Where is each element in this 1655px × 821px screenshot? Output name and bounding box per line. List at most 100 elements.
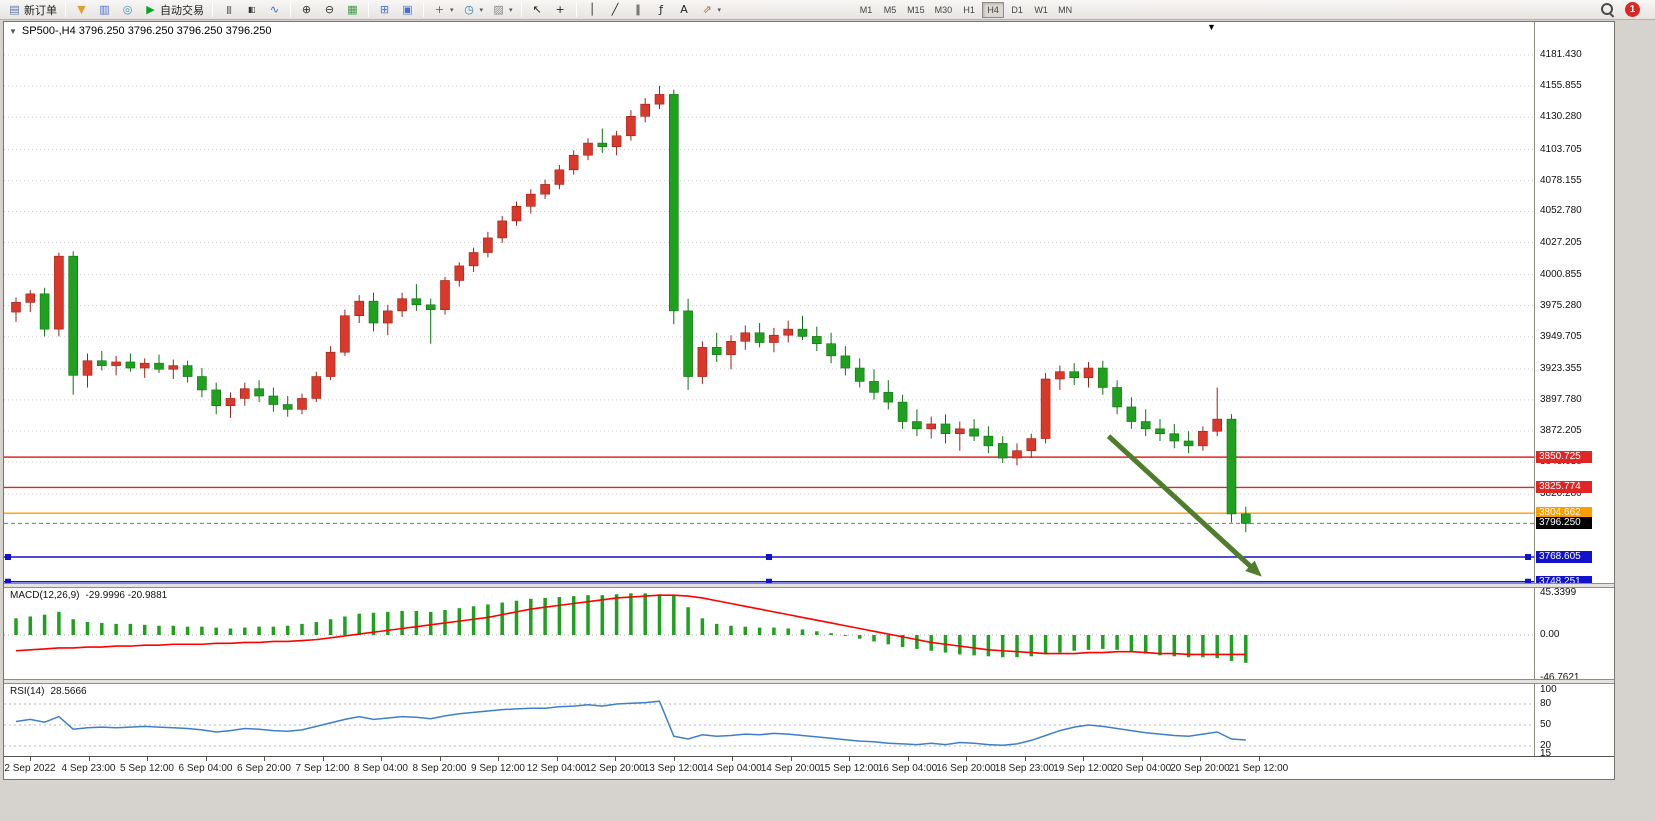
time-tick [1024, 757, 1026, 761]
pane-splitter-rsi[interactable] [4, 679, 1614, 684]
bar-chart-button[interactable]: ||| [217, 1, 240, 19]
timeframe-m15-button[interactable]: M15 [907, 4, 925, 15]
toolbar-separator [65, 2, 66, 17]
macd-signal-line [15, 594, 1246, 656]
candle [454, 265, 465, 281]
crosshair-button[interactable]: + [549, 1, 572, 19]
time-axis-label: 2 Sep 2022 [4, 763, 56, 774]
line-chart-button[interactable]: ∿ [263, 1, 286, 19]
time-tick [790, 757, 792, 761]
time-axis-label: 8 Sep 04:00 [354, 763, 408, 774]
dropdown-caret-icon[interactable]: ▾ [717, 6, 722, 14]
timeframe-d1-button[interactable]: D1 [1011, 4, 1023, 15]
timeframe-m5-button[interactable]: M5 [883, 4, 897, 15]
candle [311, 376, 322, 399]
indicators-button[interactable]: + ▾ [428, 1, 458, 19]
candle [1055, 371, 1065, 380]
macd-pane[interactable] [4, 588, 1534, 679]
candle [225, 398, 236, 407]
zoom-out-icon: ⊖ [324, 3, 335, 16]
search-icon[interactable] [1600, 2, 1615, 17]
fibonacci-icon: ƒ [659, 3, 663, 16]
notification-badge[interactable]: 1 [1625, 2, 1640, 17]
price-axis-label: 3820.280 [1540, 488, 1582, 500]
cursor-button[interactable]: ↖ [526, 1, 549, 19]
arrange-windows-button[interactable]: ▣ [396, 1, 419, 19]
time-axis-label: 13 Sep 12:00 [643, 763, 704, 774]
timeframe-mn-button[interactable]: MN [1058, 4, 1073, 15]
chart-shift-marker-icon[interactable]: ▼ [1207, 22, 1216, 32]
candle [139, 362, 150, 369]
dropdown-caret-icon[interactable]: ▾ [509, 6, 513, 14]
one-click-collapse-icon[interactable]: ▼ [9, 26, 17, 36]
candle-chart-button[interactable]: ▮▯ [240, 1, 263, 19]
price-chart-pane[interactable] [4, 22, 1534, 583]
candle [240, 388, 250, 399]
line-handle[interactable] [5, 553, 11, 560]
trendline-button[interactable]: ╱ [604, 1, 627, 19]
timeframe-w1-button[interactable]: W1 [1034, 4, 1048, 15]
shapes-button[interactable]: ⇗ ▾ [696, 1, 726, 19]
time-axis-label: 20 Sep 20:00 [1170, 763, 1230, 774]
trendline-icon: ╱ [611, 3, 619, 16]
toolbar-right: 1 [1600, 2, 1640, 17]
templates-button[interactable]: ▨ ▾ [487, 1, 517, 19]
pane-splitter-macd[interactable] [4, 583, 1614, 588]
dropdown-caret-icon[interactable]: ▾ [450, 6, 454, 14]
fibonacci-button[interactable]: ƒ [650, 1, 673, 19]
new-order-button[interactable]: ▤ 新订单 [3, 1, 61, 19]
toolbar-separator [423, 2, 424, 17]
candle [897, 401, 908, 422]
candle [525, 193, 536, 207]
candle [382, 310, 393, 324]
current-price-chip: 3796.250 [1536, 517, 1592, 530]
candle [883, 392, 894, 403]
periods-button[interactable]: ◷ ▾ [458, 1, 488, 19]
grid-button[interactable]: ▦ [341, 1, 364, 19]
line-handle[interactable] [5, 578, 11, 583]
line-handle[interactable] [1525, 578, 1531, 583]
time-tick [498, 757, 499, 761]
time-axis[interactable]: 2 Sep 2022 4 Sep 23:00 5 Sep 12:00 6 Sep 04… [4, 756, 1614, 779]
line-handle[interactable] [1525, 553, 1531, 560]
data-window-button[interactable]: ◎ [116, 1, 139, 19]
timeframe-m30-button[interactable]: M30 [934, 4, 953, 15]
time-tick [1141, 757, 1143, 761]
macd-axis-label: 0.00 [1540, 629, 1560, 640]
zoom-in-button[interactable]: ⊕ [295, 1, 318, 19]
candle [626, 116, 636, 137]
trend-arrow[interactable] [1106, 434, 1257, 572]
arrange-windows-icon: ▣ [402, 3, 413, 16]
candle [769, 334, 779, 343]
chart-profiles-button[interactable]: ▼ [70, 1, 93, 19]
text-button[interactable]: A [673, 1, 696, 19]
price-axis[interactable]: 4181.430 4155.855 4130.280 4103.705 4078.155… [1534, 22, 1614, 779]
price-axis-label: 4155.855 [1540, 80, 1582, 92]
timeframe-h4-button[interactable]: H4 [982, 1, 1005, 18]
market-watch-button[interactable]: ▥ [93, 1, 116, 19]
crosshair-icon: + [555, 3, 565, 16]
candle [182, 365, 193, 377]
zoom-out-button[interactable]: ⊖ [318, 1, 341, 19]
dropdown-caret-icon[interactable]: ▾ [479, 6, 484, 14]
line-handle[interactable] [766, 553, 772, 560]
candle [811, 336, 822, 345]
vertical-line-button[interactable]: │ [581, 1, 604, 19]
auto-trading-button[interactable]: ▶ 自动交易 [139, 1, 208, 19]
candle [354, 300, 365, 317]
candle [97, 360, 107, 366]
timeframe-m1-button[interactable]: M1 [859, 4, 873, 15]
candle [783, 328, 794, 336]
timeframe-h1-button[interactable]: H1 [963, 4, 975, 15]
rsi-pane[interactable] [4, 684, 1534, 756]
price-axis-label: 4000.855 [1540, 268, 1582, 280]
candle [497, 220, 508, 239]
channel-button[interactable]: ∥ [627, 1, 650, 19]
trend-arrow-head [1245, 560, 1262, 577]
candle [440, 280, 450, 310]
line-handle[interactable] [766, 578, 772, 583]
price-axis-label: 3923.355 [1540, 362, 1582, 374]
tile-windows-button[interactable]: ⊞ [373, 1, 396, 19]
price-level-chip: 3768.605 [1536, 550, 1592, 563]
